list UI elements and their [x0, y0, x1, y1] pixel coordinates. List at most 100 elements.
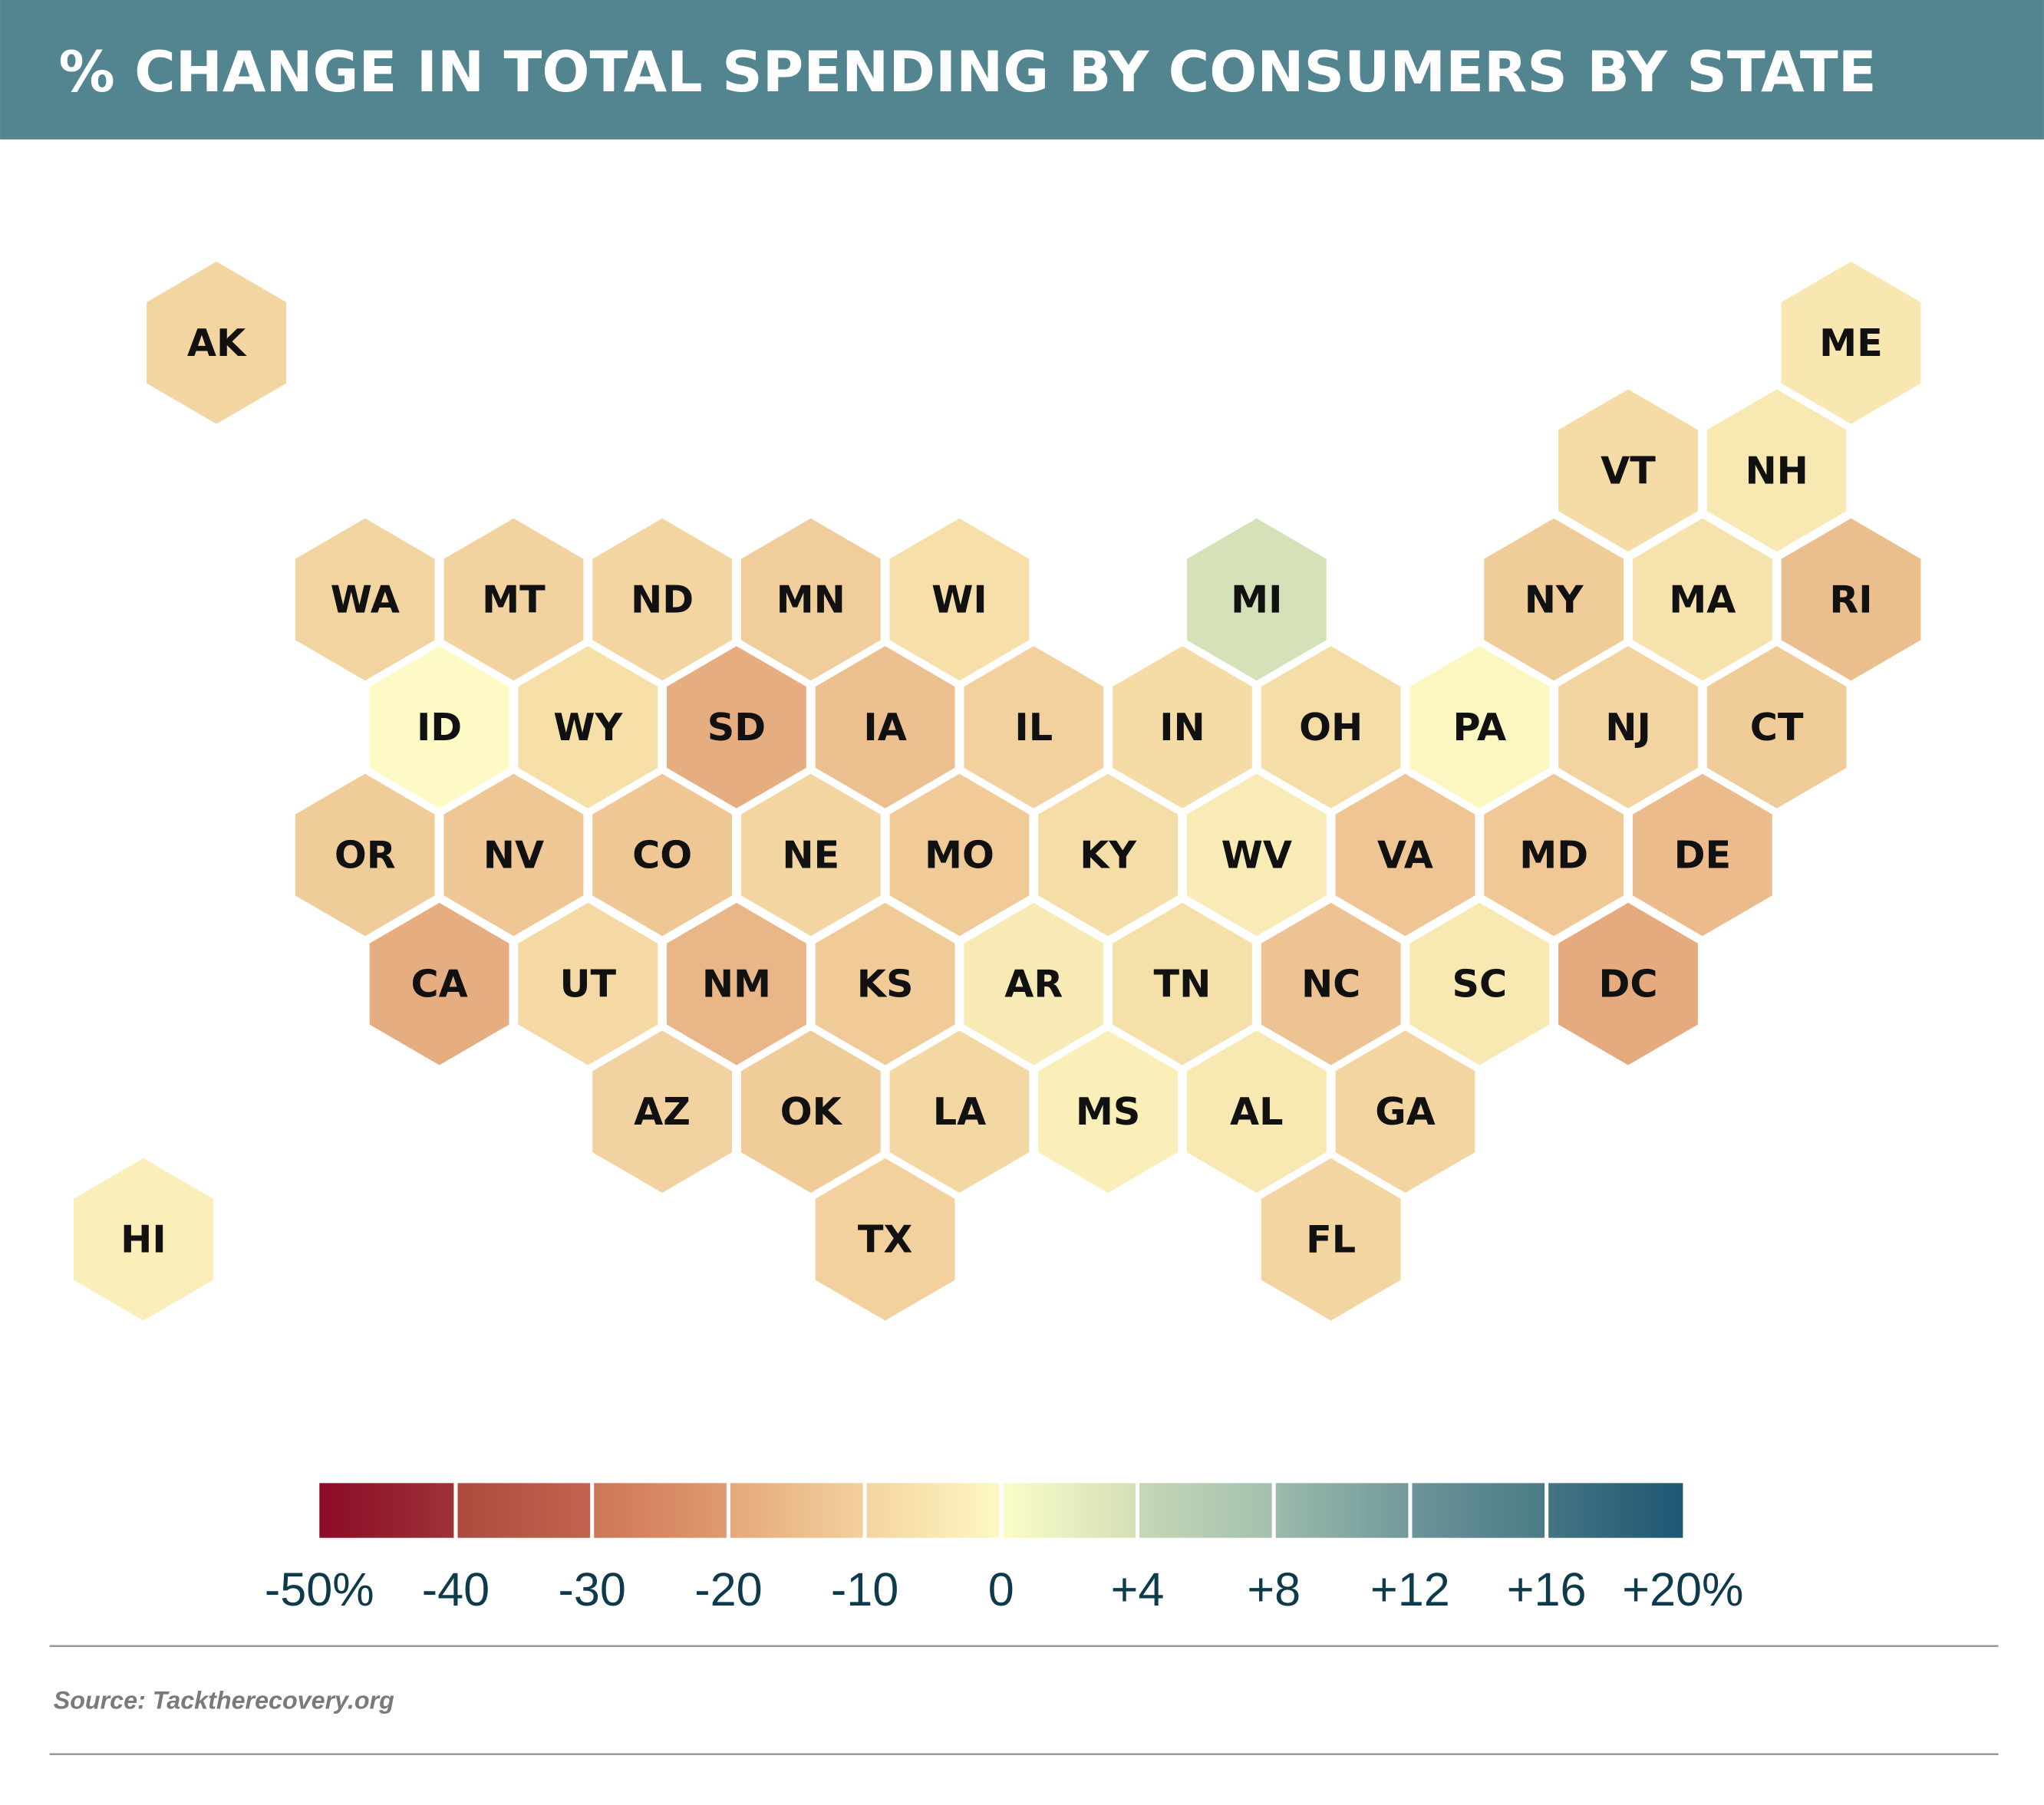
legend-swatch	[319, 1483, 454, 1538]
legend-swatch	[594, 1483, 727, 1538]
state-ga: GA	[1331, 1026, 1479, 1197]
state-label: TX	[858, 1217, 913, 1262]
state-label: WV	[1221, 832, 1292, 877]
state-hex	[1331, 1026, 1479, 1197]
state-label: IL	[1014, 705, 1053, 749]
state-in: IN	[1108, 641, 1256, 813]
legend-tick-label: +4	[1111, 1563, 1165, 1616]
state-label: MO	[925, 832, 994, 877]
state-ks: KS	[811, 898, 959, 1070]
state-nv: NV	[440, 769, 588, 941]
state-hex	[811, 641, 959, 813]
legend-tick-label: +20%	[1622, 1563, 1743, 1616]
state-az: AZ	[588, 1026, 737, 1197]
state-hex	[440, 513, 588, 686]
state-label: ID	[417, 705, 462, 749]
state-ut: UT	[514, 898, 662, 1070]
state-hex	[1108, 898, 1256, 1070]
state-ms: MS	[1034, 1026, 1182, 1197]
state-hex	[1703, 384, 1851, 556]
state-hex	[811, 1153, 959, 1326]
state-va: VA	[1331, 769, 1479, 941]
state-label: NV	[483, 832, 544, 877]
state-label: IA	[863, 705, 906, 749]
state-hex	[588, 1026, 737, 1197]
state-hex	[1108, 641, 1256, 813]
state-hex	[1182, 769, 1330, 941]
state-label: VA	[1377, 832, 1433, 877]
state-label: OH	[1299, 705, 1363, 749]
state-hex	[737, 1026, 885, 1197]
state-label: RI	[1829, 578, 1872, 622]
state-hex	[885, 1026, 1034, 1197]
state-hex	[811, 898, 959, 1070]
state-label: AL	[1230, 1089, 1284, 1134]
state-hex	[365, 641, 513, 813]
state-label: OR	[335, 832, 396, 877]
state-ma: MA	[1628, 513, 1776, 686]
state-tn: TN	[1108, 898, 1256, 1070]
state-label: SC	[1452, 962, 1508, 1006]
state-label: WY	[553, 705, 623, 749]
state-label: PA	[1452, 705, 1506, 749]
state-hex	[291, 769, 439, 941]
state-hex	[1703, 641, 1851, 813]
state-label: LA	[933, 1089, 987, 1134]
state-al: AL	[1182, 1026, 1330, 1197]
state-hex	[662, 641, 810, 813]
state-hex	[1554, 898, 1702, 1070]
state-hex	[1034, 1026, 1182, 1197]
state-mo: MO	[885, 769, 1034, 941]
state-label: TN	[1154, 962, 1212, 1006]
state-hexes: AK ME VT NH WA MT ND MN WI MI NY MA RI ID WY SD IA IL IN OH…	[69, 257, 1925, 1326]
state-hex	[69, 1153, 217, 1326]
state-hex	[1257, 1153, 1405, 1326]
legend-tick-label: -20	[694, 1563, 762, 1616]
state-label: WI	[931, 578, 987, 622]
state-oh: OH	[1257, 641, 1405, 813]
state-fl: FL	[1257, 1153, 1405, 1326]
state-or: OR	[291, 769, 439, 941]
state-hex	[1554, 641, 1702, 813]
state-label: NY	[1525, 578, 1584, 622]
state-label: HI	[120, 1217, 166, 1262]
state-label: NM	[702, 962, 771, 1006]
state-label: MA	[1669, 578, 1736, 622]
state-hex	[1331, 769, 1479, 941]
state-il: IL	[960, 641, 1108, 813]
state-label: SD	[707, 705, 766, 749]
state-de: DE	[1628, 769, 1776, 941]
state-hex	[143, 257, 291, 429]
state-label: MN	[776, 578, 846, 622]
state-hex	[440, 769, 588, 941]
state-hex	[960, 641, 1108, 813]
state-sc: SC	[1406, 898, 1554, 1070]
state-nj: NJ	[1554, 641, 1702, 813]
state-label: OK	[780, 1089, 843, 1134]
state-hi: HI	[69, 1153, 217, 1326]
state-label: NE	[782, 832, 839, 877]
state-nc: NC	[1257, 898, 1405, 1070]
state-label: VT	[1601, 448, 1656, 492]
state-ca: CA	[365, 898, 513, 1070]
color-legend: -50% -40 -30 -20 -10 0 +4 +8 +12 +16 +20%	[265, 1483, 1743, 1616]
state-wy: WY	[514, 641, 662, 813]
state-label: DE	[1674, 832, 1732, 877]
state-hex	[737, 769, 885, 941]
page-title: % CHANGE IN TOTAL SPENDING BY CONSUMERS …	[59, 40, 1877, 105]
state-label: CT	[1750, 705, 1804, 749]
legend-tick-label: -30	[559, 1563, 626, 1616]
legend-tick-label: +16	[1507, 1563, 1587, 1616]
state-md: MD	[1480, 769, 1628, 941]
state-hex	[1034, 769, 1182, 941]
legend-tick-label: +12	[1370, 1563, 1450, 1616]
state-ne: NE	[737, 769, 885, 941]
state-hex	[1406, 898, 1554, 1070]
state-hex	[588, 513, 737, 686]
state-ok: OK	[737, 1026, 885, 1197]
state-hex	[1777, 513, 1925, 686]
state-vt: VT	[1554, 384, 1702, 556]
state-label: ME	[1819, 321, 1883, 365]
legend-swatch	[1275, 1483, 1409, 1538]
source-note: Source: Tacktherecovery.org	[54, 1686, 394, 1714]
